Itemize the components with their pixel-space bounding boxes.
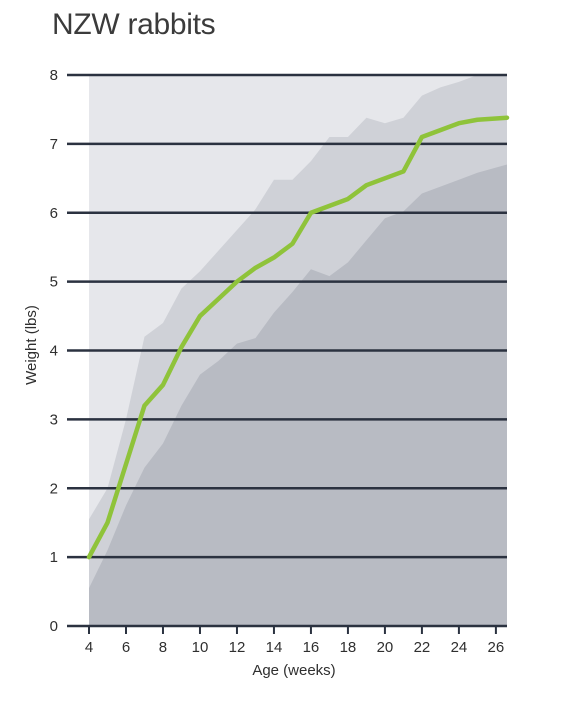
x-tick-label-4: 4: [85, 639, 93, 656]
lower-range-area: [89, 164, 507, 626]
chart-title: NZW rabbits: [52, 8, 216, 41]
x-tick-label-26: 26: [488, 639, 505, 656]
y-tick-label-0: 0: [50, 618, 58, 635]
y-tick-label-2: 2: [50, 480, 58, 497]
series-lines: [86, 115, 510, 560]
x-tick-label-10: 10: [192, 639, 209, 656]
x-tick-label-20: 20: [377, 639, 394, 656]
y-tick-label-8: 8: [50, 67, 58, 84]
y-tick-label-6: 6: [50, 205, 58, 222]
y-tick-label-3: 3: [50, 411, 58, 428]
y-tick-label-5: 5: [50, 274, 58, 291]
x-tick-label-18: 18: [340, 639, 357, 656]
x-tick-label-24: 24: [451, 639, 468, 656]
average-weight-line: [86, 115, 510, 560]
x-tick-label-8: 8: [159, 639, 167, 656]
x-tick-label-14: 14: [266, 639, 283, 656]
y-axis-label: Weight (lbs): [23, 305, 40, 385]
x-tick-label-12: 12: [229, 639, 246, 656]
y-tick-label-7: 7: [50, 136, 58, 153]
x-tick-label-22: 22: [414, 639, 431, 656]
y-tick-label-1: 1: [50, 549, 58, 566]
x-axis-label: Age (weeks): [252, 662, 335, 679]
y-tick-label-4: 4: [50, 343, 58, 360]
x-tick-label-6: 6: [122, 639, 130, 656]
gridlines: [67, 73, 507, 628]
x-tick-label-16: 16: [303, 639, 320, 656]
